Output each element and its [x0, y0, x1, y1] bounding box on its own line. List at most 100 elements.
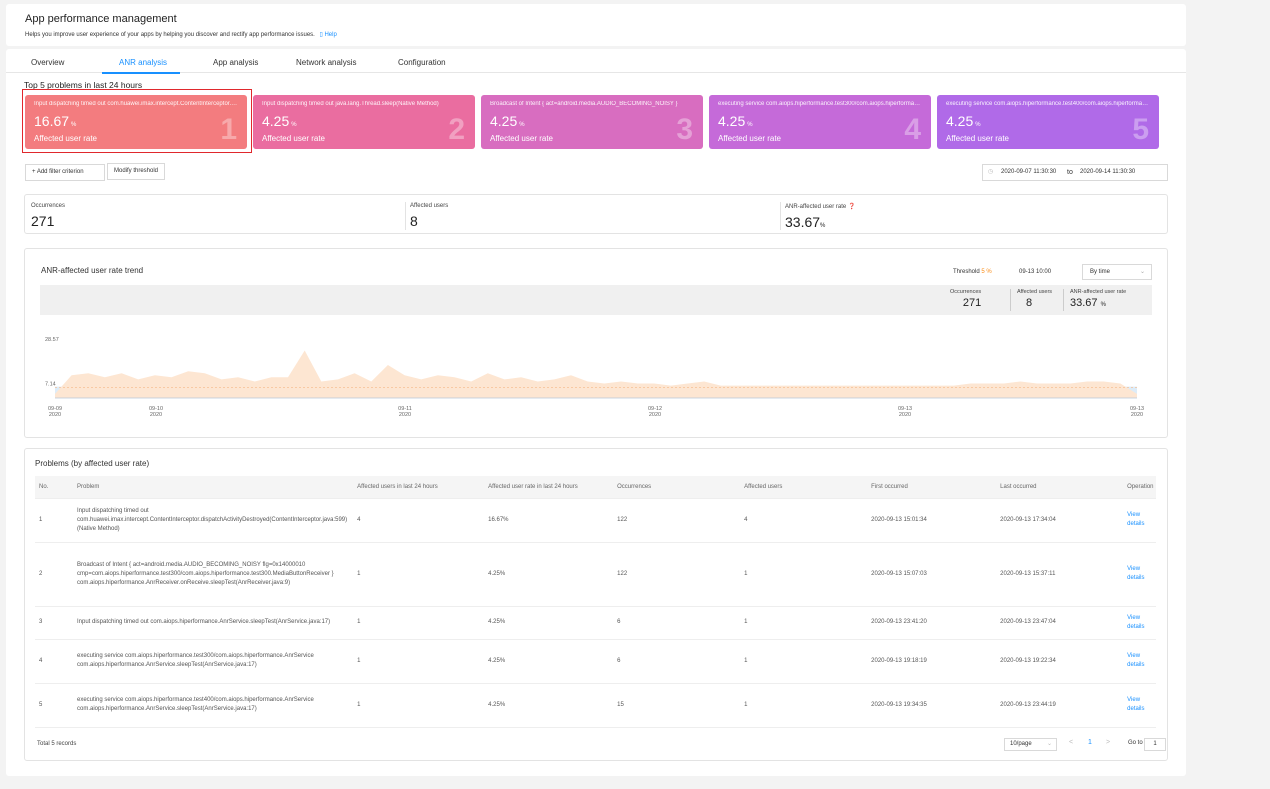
total-records: Total 5 records	[37, 741, 77, 747]
card-rank: 4	[904, 113, 921, 146]
stat-occurrences: Occurrences 271	[31, 203, 66, 229]
top-problem-card-1[interactable]: Input dispatching timed out com.huawei.i…	[25, 95, 247, 149]
page-1-button[interactable]: 1	[1088, 739, 1092, 746]
cell-u24: 1	[353, 542, 485, 607]
cell-problem: Input dispatching timed out com.aiops.hi…	[73, 606, 354, 640]
top-problem-card-5[interactable]: executing service com.aiops.hiperformanc…	[937, 95, 1159, 149]
date-to-label: to	[1067, 169, 1073, 176]
page-size-select[interactable]: 10/page ⌄	[1004, 738, 1057, 751]
selected-card-highlight	[22, 89, 252, 153]
cell-u24: 1	[353, 606, 485, 640]
x-tick-year: 2020	[1131, 412, 1143, 418]
trend-summary-bar: Occurrences 271 Affected users 8 ANR-aff…	[40, 285, 1152, 315]
view-details-link[interactable]: View details	[1127, 566, 1145, 581]
tab-overview[interactable]: Overview	[31, 58, 65, 67]
col-u24: Affected users in last 24 hours	[353, 476, 485, 499]
threshold-label: Threshold 5 %	[953, 269, 992, 275]
cell-first: 2020-09-13 19:34:35	[867, 683, 997, 728]
y-tick-label: 7.14	[45, 381, 56, 387]
help-link[interactable]: ▯ Help	[319, 32, 337, 38]
view-details-link[interactable]: View details	[1127, 614, 1145, 630]
table-row: 5 executing service com.aiops.hiperforman…	[35, 683, 1156, 728]
y-tick-label: 28.57	[45, 337, 59, 343]
x-tick-year: 2020	[150, 412, 162, 418]
table-header-row: No. Problem Affected users in last 24 ho…	[35, 476, 1156, 499]
cell-first: 2020-09-13 15:07:03	[867, 542, 997, 607]
card-problem-text: executing service com.aiops.hiperformanc…	[946, 101, 1151, 107]
active-tab-indicator	[102, 72, 180, 74]
rate-area	[55, 350, 1137, 398]
cell-users: 1	[740, 639, 868, 684]
col-occurrences: Occurrences	[613, 476, 741, 499]
tab-bar: Overview ANR analysis App analysis Netwo…	[6, 49, 1186, 74]
cell-users: 1	[740, 606, 868, 640]
cell-no: 5	[35, 683, 73, 728]
x-tick-label: 09-12	[648, 406, 662, 412]
card-rate-label: Affected user rate	[262, 134, 325, 143]
top-problem-card-2[interactable]: Input dispatching timed out java.lang.Th…	[253, 95, 475, 149]
cell-u24: 1	[353, 639, 485, 684]
card-rate-value: 4.25%	[946, 113, 981, 129]
date-range-picker[interactable]: ◷ 2020-09-07 11:30:30 to 2020-09-14 11:3…	[982, 164, 1168, 181]
date-to: 2020-09-14 11:30:30	[1080, 169, 1136, 175]
view-details-link[interactable]: View details	[1127, 512, 1145, 527]
divider	[1063, 289, 1064, 311]
tab-configuration[interactable]: Configuration	[398, 58, 446, 67]
col-users: Affected users	[740, 476, 868, 499]
tab-anr-analysis[interactable]: ANR analysis	[119, 58, 168, 67]
cell-r24: 4.25%	[484, 606, 614, 640]
card-problem-text: executing service com.aiops.hiperformanc…	[718, 101, 923, 107]
tab-network-analysis[interactable]: Network analysis	[296, 58, 357, 67]
cell-occ: 122	[613, 498, 741, 543]
summary-stats: Occurrences 271 Affected users 8 ANR-aff…	[24, 194, 1168, 234]
add-filter-button[interactable]: + Add filter criterion	[25, 164, 105, 181]
cell-no: 4	[35, 639, 73, 684]
info-icon[interactable]: ❓	[847, 204, 856, 210]
cell-first: 2020-09-13 19:18:19	[867, 639, 997, 684]
cell-occ: 6	[613, 639, 741, 684]
stat-anr-rate: ANR-affected user rate ❓ 33.67%	[785, 204, 856, 230]
cell-first: 2020-09-13 15:01:34	[867, 498, 997, 543]
page-subtitle-text: Helps you improve user experience of you…	[25, 32, 315, 38]
cell-users: 1	[740, 542, 868, 607]
col-operation: Operation	[1123, 476, 1156, 499]
problems-card: Problems (by affected user rate) No. Pro…	[24, 448, 1168, 761]
trend-card: ANR-affected user rate trend Threshold 5…	[24, 248, 1168, 438]
trend-occurrences: Occurrences 271	[950, 289, 982, 309]
cell-r24: 4.25%	[484, 542, 614, 607]
cell-last: 2020-09-13 19:22:34	[996, 639, 1124, 684]
cell-users: 4	[740, 498, 868, 543]
cell-op: View details	[1123, 606, 1156, 640]
card-rate-value: 4.25%	[262, 113, 297, 129]
tab-app-analysis[interactable]: App analysis	[213, 58, 259, 67]
cell-no: 1	[35, 498, 73, 543]
top-problem-card-4[interactable]: executing service com.aiops.hiperformanc…	[709, 95, 931, 149]
prev-page-button[interactable]: <	[1069, 739, 1074, 746]
card-rate-value: 4.25%	[490, 113, 525, 129]
x-tick-label: 09-11	[398, 406, 412, 412]
card-problem-text: Broadcast of Intent { act=android.media.…	[490, 101, 678, 107]
next-page-button[interactable]: >	[1106, 739, 1111, 746]
page-title: App performance management	[25, 13, 177, 25]
trend-title: ANR-affected user rate trend	[41, 266, 144, 275]
x-tick-year: 2020	[399, 412, 411, 418]
by-time-select[interactable]: By time ⌄	[1082, 264, 1152, 280]
trend-chart: 28.577.1409-09202009-10202009-11202009-1…	[45, 337, 1144, 418]
goto-label: Go to	[1128, 740, 1143, 746]
col-no: No.	[35, 476, 73, 499]
x-tick-label: 09-10	[149, 406, 163, 412]
view-details-link[interactable]: View details	[1127, 697, 1145, 712]
view-details-link[interactable]: View details	[1127, 653, 1145, 668]
page-header: App performance management Helps you imp…	[6, 4, 1186, 46]
modify-threshold-button[interactable]: Modify threshold	[107, 163, 166, 180]
cell-occ: 15	[613, 683, 741, 728]
goto-page-input[interactable]: 1	[1144, 738, 1166, 751]
cell-op: View details	[1123, 542, 1156, 607]
col-last: Last occurred	[996, 476, 1124, 499]
cell-op: View details	[1123, 639, 1156, 684]
divider	[405, 202, 406, 230]
chevron-down-icon: ⌄	[1046, 741, 1052, 747]
top-problem-card-3[interactable]: Broadcast of Intent { act=android.media.…	[481, 95, 703, 149]
trend-affected-users: Affected users 8	[1017, 289, 1053, 309]
main-panel: Overview ANR analysis App analysis Netwo…	[6, 49, 1186, 776]
